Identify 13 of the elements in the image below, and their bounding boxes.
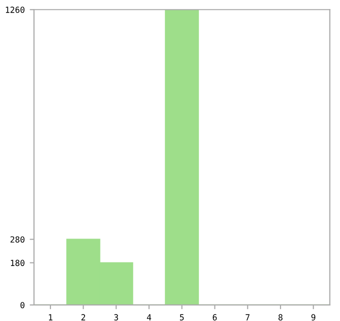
x-tick-label: 4 [146, 314, 152, 320]
x-tick-label: 1 [48, 314, 52, 320]
x-tick-label: 8 [278, 314, 282, 320]
x-tick-label: 2 [81, 314, 86, 320]
y-tick-label: 180 [10, 260, 24, 266]
y-tick-label: 280 [10, 236, 24, 243]
x-tick-label: 3 [114, 314, 118, 320]
y-tick-label: 1260 [6, 6, 24, 13]
y-tick-label: 0 [20, 302, 24, 308]
x-tick-label: 9 [311, 314, 316, 320]
x-tick-label: 7 [246, 314, 250, 320]
x-tick-label: 5 [180, 314, 184, 320]
x-tick-label: 6 [212, 314, 217, 320]
